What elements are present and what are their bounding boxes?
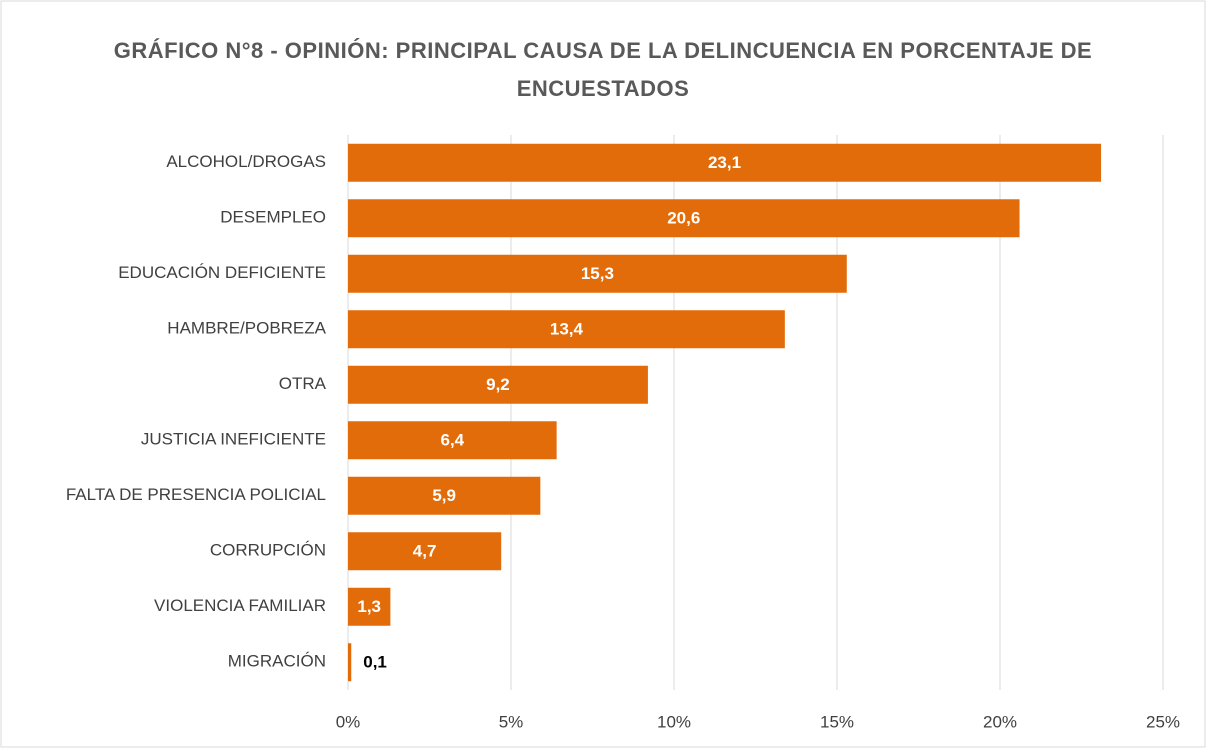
- bar: [348, 310, 785, 349]
- data-label: 1,3: [357, 597, 381, 616]
- chart-title: GRÁFICO N°8 - OPINIÓN: PRINCIPAL CAUSA D…: [113, 38, 1093, 101]
- data-label: 0,1: [363, 653, 387, 672]
- data-label: 5,9: [432, 486, 456, 505]
- data-label: 9,2: [486, 375, 510, 394]
- y-tick-label: VIOLENCIA FAMILIAR: [154, 596, 326, 615]
- bar: [348, 254, 847, 293]
- y-tick-label: EDUCACIÓN DEFICIENTE: [118, 263, 326, 282]
- y-tick-label: FALTA DE PRESENCIA POLICIAL: [66, 485, 326, 504]
- x-tick-label: 25%: [1146, 712, 1180, 731]
- y-tick-label: OTRA: [279, 374, 327, 393]
- y-tick-label: JUSTICIA INEFICIENTE: [141, 430, 326, 449]
- bar: [348, 199, 1020, 238]
- bar: [348, 365, 648, 404]
- data-label: 23,1: [708, 153, 741, 172]
- y-tick-label: DESEMPLEO: [220, 208, 326, 227]
- y-tick-label: MIGRACIÓN: [228, 652, 326, 671]
- data-label: 6,4: [440, 431, 464, 450]
- bar: [348, 643, 352, 682]
- bar: [348, 421, 557, 460]
- bar: [348, 532, 502, 571]
- x-tick-label: 20%: [983, 712, 1017, 731]
- x-tick-label: 0%: [336, 712, 361, 731]
- x-tick-label: 10%: [657, 712, 691, 731]
- y-tick-label: HAMBRE/POBREZA: [167, 319, 326, 338]
- y-tick-label: ALCOHOL/DROGAS: [166, 152, 326, 171]
- data-label: 20,6: [667, 209, 700, 228]
- data-label: 13,4: [550, 320, 584, 339]
- bar: [348, 476, 541, 515]
- x-tick-label: 15%: [820, 712, 854, 731]
- x-tick-label: 5%: [499, 712, 524, 731]
- y-tick-label: CORRUPCIÓN: [210, 541, 326, 560]
- data-label: 15,3: [581, 264, 614, 283]
- data-label: 4,7: [413, 542, 437, 561]
- bar: [348, 143, 1102, 182]
- bar: [348, 587, 391, 626]
